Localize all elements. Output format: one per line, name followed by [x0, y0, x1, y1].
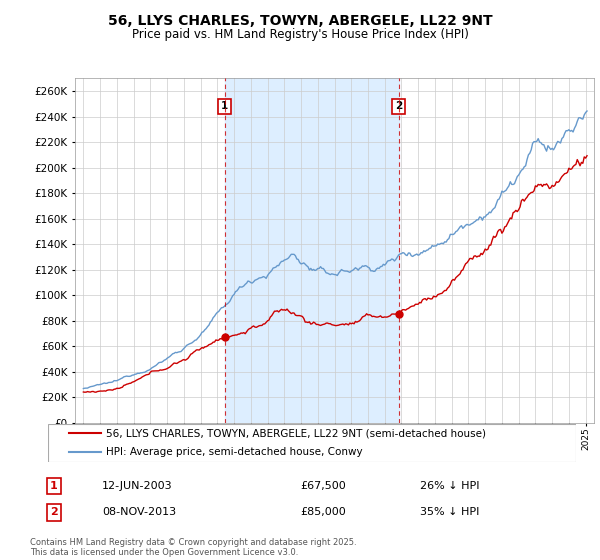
Text: Price paid vs. HM Land Registry's House Price Index (HPI): Price paid vs. HM Land Registry's House …: [131, 28, 469, 41]
Text: Contains HM Land Registry data © Crown copyright and database right 2025.
This d: Contains HM Land Registry data © Crown c…: [30, 538, 356, 557]
Text: 56, LLYS CHARLES, TOWYN, ABERGELE, LL22 9NT (semi-detached house): 56, LLYS CHARLES, TOWYN, ABERGELE, LL22 …: [106, 428, 486, 438]
Text: 12-JUN-2003: 12-JUN-2003: [102, 481, 173, 491]
Text: 35% ↓ HPI: 35% ↓ HPI: [420, 507, 479, 517]
FancyBboxPatch shape: [48, 424, 576, 462]
Bar: [224, 78, 399, 423]
Text: 08-NOV-2013: 08-NOV-2013: [102, 507, 176, 517]
Text: HPI: Average price, semi-detached house, Conwy: HPI: Average price, semi-detached house,…: [106, 447, 363, 458]
Text: 1: 1: [50, 481, 58, 491]
Text: 2: 2: [395, 101, 403, 111]
Text: 1: 1: [221, 101, 228, 111]
Text: 2: 2: [50, 507, 58, 517]
Text: 26% ↓ HPI: 26% ↓ HPI: [420, 481, 479, 491]
Text: £85,000: £85,000: [300, 507, 346, 517]
Text: 56, LLYS CHARLES, TOWYN, ABERGELE, LL22 9NT: 56, LLYS CHARLES, TOWYN, ABERGELE, LL22 …: [107, 14, 493, 28]
Text: £67,500: £67,500: [300, 481, 346, 491]
